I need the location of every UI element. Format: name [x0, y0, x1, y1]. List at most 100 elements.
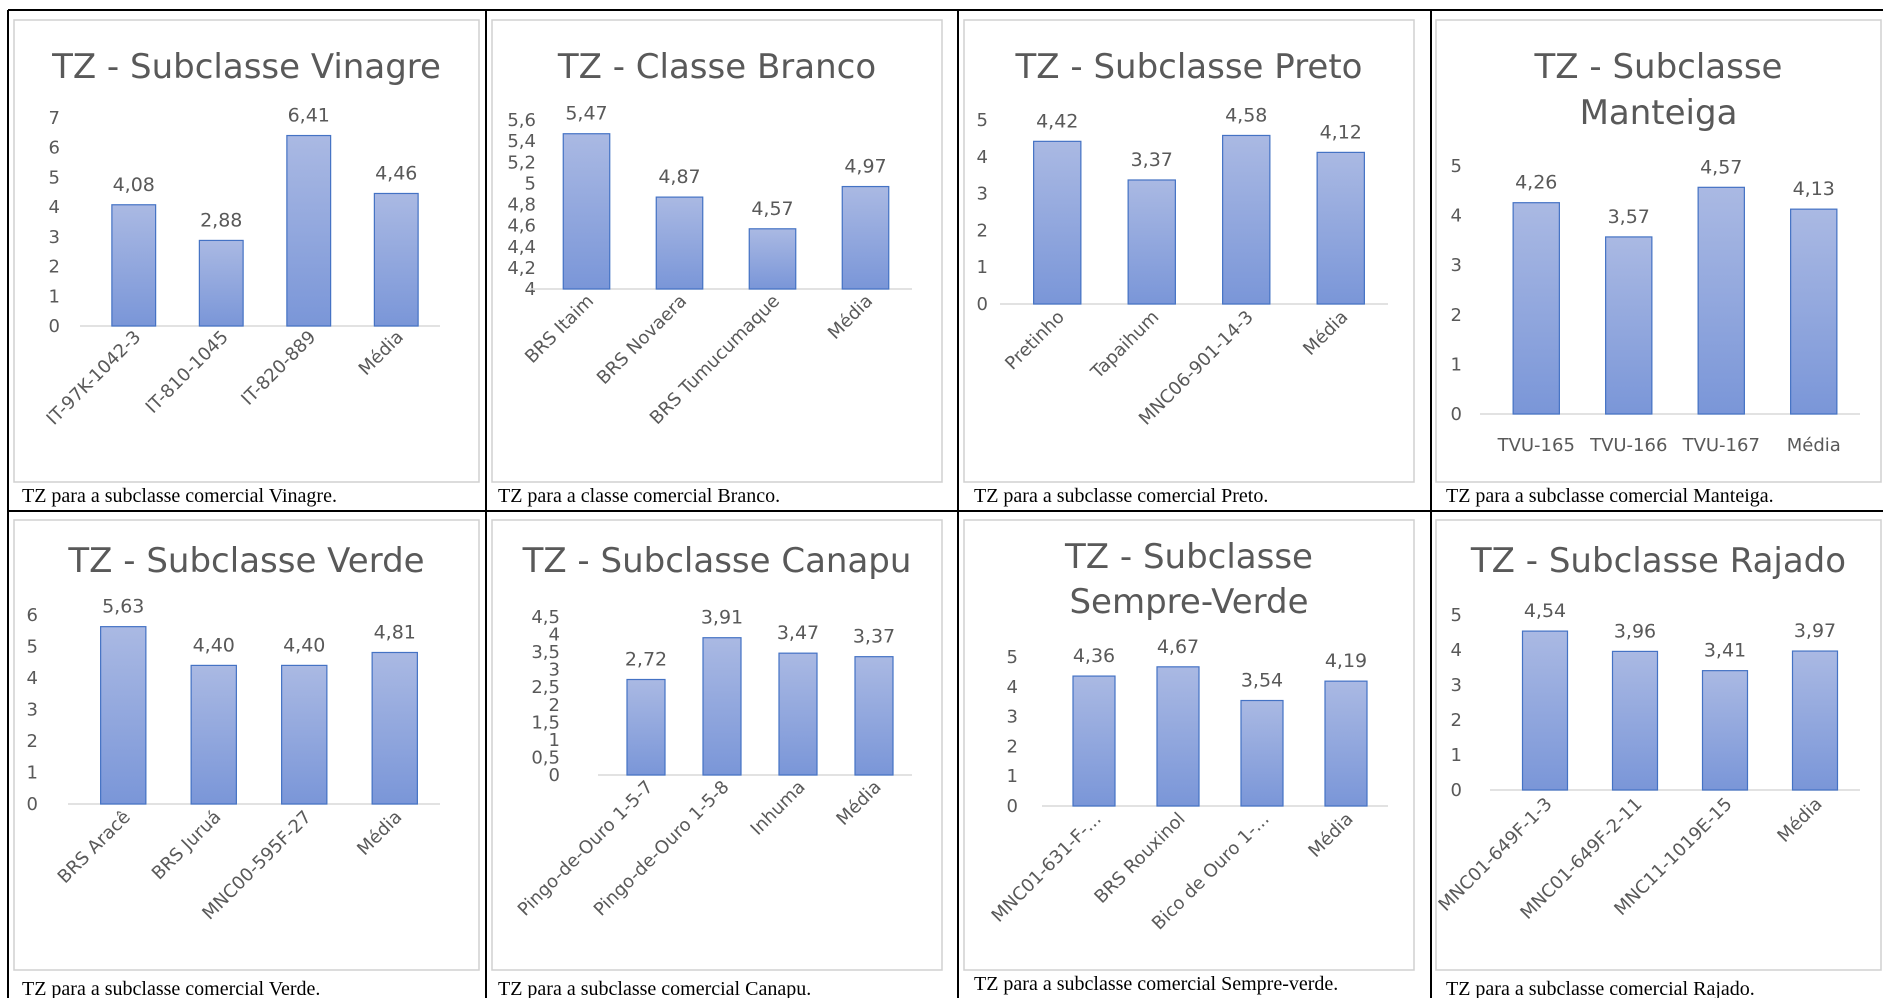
chart-title: Manteiga [1580, 93, 1738, 133]
data-label: 4,08 [113, 174, 155, 196]
y-tick-label: 1 [1451, 745, 1462, 766]
data-label: 6,41 [288, 105, 330, 127]
bar [1605, 236, 1653, 415]
data-label: 3,54 [1241, 670, 1283, 692]
chart-title: TZ - Classe Branco [557, 47, 876, 87]
y-tick-label: 5 [1451, 156, 1462, 177]
bar [778, 652, 818, 776]
bar [1701, 670, 1749, 791]
y-tick-label: 5,4 [507, 131, 536, 152]
y-tick-label: 0 [27, 794, 38, 815]
category-label: TVU-167 [1682, 435, 1760, 456]
bar [111, 204, 157, 327]
y-tick-label: 2 [977, 220, 988, 241]
y-tick-label: 6 [49, 138, 60, 159]
bar [100, 626, 147, 805]
y-tick-label: 1,5 [531, 712, 560, 733]
data-label: 3,91 [701, 607, 743, 629]
y-tick-label: 0,5 [531, 747, 560, 768]
y-tick-label: 1 [977, 257, 988, 278]
y-tick-label: 1 [49, 286, 60, 307]
y-tick-label: 2 [1451, 710, 1462, 731]
bar [1790, 208, 1838, 415]
bar [281, 664, 328, 805]
chart-title: TZ - Subclasse Verde [67, 541, 424, 581]
bar [1127, 179, 1176, 305]
chart-title: TZ - Subclasse Preto [1015, 47, 1363, 87]
figure-caption: TZ para a subclasse comercial Sempre-ver… [974, 973, 1338, 995]
figure-caption: TZ para a subclasse comercial Verde. [22, 978, 320, 998]
bar [371, 651, 418, 805]
y-tick-label: 3 [1451, 675, 1462, 696]
data-label: 4,40 [193, 634, 235, 656]
data-label: 2,88 [200, 209, 242, 231]
bar [655, 196, 704, 290]
y-tick-label: 0 [1007, 796, 1018, 817]
y-tick-label: 4 [549, 625, 560, 646]
bar [1240, 699, 1284, 807]
bar [1072, 675, 1116, 807]
data-label: 5,63 [102, 596, 144, 618]
y-tick-label: 4 [1007, 677, 1018, 698]
chart-4: TZ - Subclasse Manteiga 0 1 2 3 4 5 4,26 TVU-165 3… [1435, 19, 1882, 507]
data-label: 4,54 [1524, 600, 1566, 622]
bar [373, 192, 419, 327]
y-tick-label: 2 [27, 731, 38, 752]
data-label: 3,96 [1614, 620, 1656, 642]
y-tick-label: 3 [549, 660, 560, 681]
data-label: 3,37 [1131, 149, 1173, 171]
data-label: 4,26 [1515, 172, 1557, 194]
chart-1: TZ - Subclasse Vinagre012345674,08IT-97K… [13, 19, 480, 507]
chart-6: TZ - Subclasse Canapu 00,511,522,533,544,… [491, 519, 943, 998]
y-tick-label: 4 [1451, 640, 1462, 661]
chart-title: TZ - Subclasse Vinagre [51, 47, 441, 87]
figure-caption: TZ para a subclasse comercial Rajado. [1446, 978, 1755, 998]
chart-title: TZ - Subclasse Rajado [1470, 541, 1846, 581]
y-tick-label: 7 [49, 108, 60, 129]
bar [854, 656, 894, 776]
category-label: Média [1787, 435, 1841, 456]
y-tick-label: 4 [977, 147, 988, 168]
y-tick-label: 4 [49, 197, 60, 218]
y-tick-label: 5 [525, 173, 536, 194]
data-label: 4,42 [1036, 110, 1078, 132]
y-tick-label: 4,8 [507, 195, 536, 216]
data-label: 4,67 [1157, 636, 1199, 658]
figure-caption: TZ para a subclasse comercial Vinagre. [22, 485, 337, 507]
bar [1512, 202, 1560, 415]
data-label: 4,13 [1793, 178, 1835, 200]
bar [190, 664, 237, 805]
bar [841, 185, 890, 290]
y-tick-label: 0 [549, 765, 560, 786]
data-label: 4,40 [283, 634, 325, 656]
bar [562, 133, 611, 290]
bar [1316, 151, 1365, 305]
data-label: 2,72 [625, 648, 667, 670]
bar [1222, 134, 1271, 305]
bar [1521, 630, 1569, 791]
bar [1697, 186, 1745, 415]
data-label: 4,87 [658, 166, 700, 188]
y-tick-label: 4 [27, 668, 38, 689]
y-tick-label: 5 [977, 110, 988, 131]
y-tick-label: 2 [1451, 305, 1462, 326]
y-tick-label: 1 [1451, 354, 1462, 375]
bar [286, 134, 332, 327]
y-tick-label: 5 [1451, 605, 1462, 626]
data-label: 4,97 [844, 156, 886, 178]
y-tick-label: 2 [549, 695, 560, 716]
y-tick-label: 5 [49, 167, 60, 188]
chart-title: Sempre-Verde [1069, 582, 1308, 622]
y-tick-label: 4,6 [507, 216, 536, 237]
bar [1324, 680, 1368, 807]
y-tick-label: 3 [49, 227, 60, 248]
y-tick-label: 3 [1451, 255, 1462, 276]
y-tick-label: 0 [1451, 404, 1462, 425]
y-tick-label: 6 [27, 605, 38, 626]
y-tick-label: 4,4 [507, 237, 536, 258]
chart-title: TZ - Subclasse [1534, 47, 1783, 87]
